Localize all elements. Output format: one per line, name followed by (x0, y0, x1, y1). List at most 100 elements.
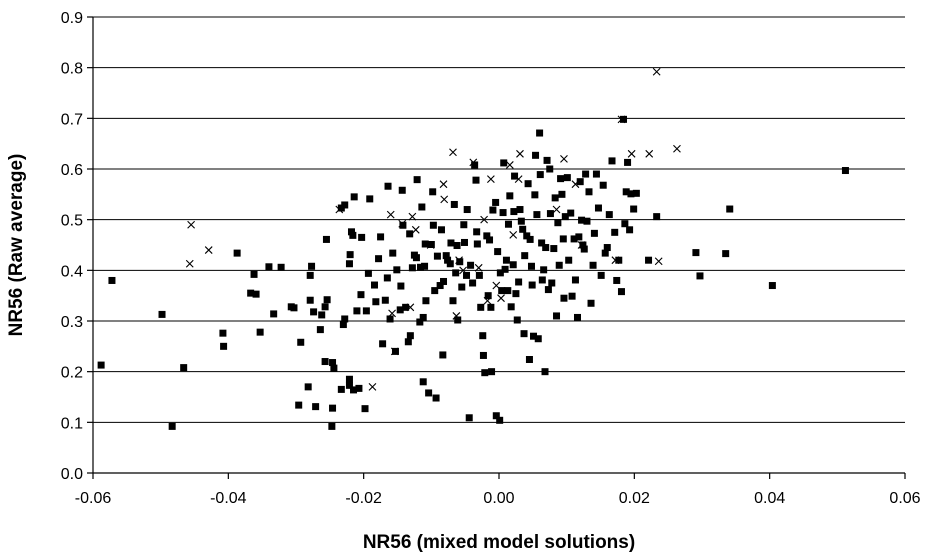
data-point-cross (486, 175, 495, 184)
data-point-square (446, 260, 454, 268)
x-tick-label: -0.06 (75, 490, 112, 507)
data-point-square (481, 369, 489, 377)
data-point-square (350, 193, 358, 201)
data-point-square (404, 338, 412, 346)
data-point-square (511, 172, 519, 180)
data-point-square (575, 233, 583, 241)
data-point-square (347, 228, 355, 236)
data-point-square (540, 266, 548, 274)
y-tick-label: 0.3 (61, 314, 83, 331)
data-point-square (504, 220, 512, 228)
y-axis-title: NR56 (Raw average) (6, 154, 27, 337)
data-point-square (597, 271, 605, 279)
data-point-square (265, 263, 273, 271)
data-point-square (97, 361, 105, 369)
data-point-square (349, 231, 357, 239)
data-point-square (622, 188, 630, 196)
data-point-square (626, 226, 634, 234)
x-tick-label: -0.02 (345, 490, 382, 507)
data-point-square (558, 190, 566, 198)
data-point-square (559, 235, 567, 243)
data-point-square (726, 205, 734, 213)
data-point-square (306, 296, 314, 304)
data-point-square (488, 368, 496, 376)
data-point-square (168, 422, 176, 430)
data-point-square (653, 213, 661, 221)
x-tick-label: -0.04 (210, 490, 247, 507)
data-point-square (452, 269, 460, 277)
data-point-square (554, 219, 562, 227)
data-point-square (541, 368, 549, 376)
data-point-square (386, 315, 394, 323)
data-point-square (444, 256, 452, 264)
data-point-square (477, 303, 485, 311)
data-point-square (579, 241, 587, 249)
data-point-square (357, 291, 365, 299)
data-point-square (406, 230, 414, 238)
data-point-square (627, 190, 635, 198)
data-point-square (487, 303, 495, 311)
data-point-square (484, 292, 492, 300)
data-point-cross (386, 210, 395, 219)
data-point-square (421, 262, 429, 270)
data-point-square (501, 265, 509, 273)
data-point-square (277, 263, 285, 271)
data-point-square (290, 304, 298, 312)
data-point-square (393, 266, 401, 274)
data-point-square (345, 375, 353, 383)
data-point-square (583, 217, 591, 225)
data-point-square (560, 294, 568, 302)
data-point-square (504, 287, 512, 295)
data-point-square (158, 310, 166, 318)
data-point-square (346, 251, 354, 259)
data-point-square (361, 405, 369, 413)
data-point-square (233, 249, 241, 257)
data-point-square (440, 277, 448, 285)
data-point-square (370, 281, 378, 289)
data-point-square (449, 297, 457, 305)
data-point-square (328, 422, 336, 430)
data-point-square (605, 211, 613, 219)
data-point-cross (449, 148, 457, 157)
data-point-cross (440, 195, 449, 204)
data-point-square (513, 316, 521, 324)
data-point-square (398, 186, 406, 194)
data-point-square (617, 288, 625, 296)
y-tick-label: 0.0 (61, 466, 83, 483)
data-point-square (220, 342, 228, 350)
data-point-square (578, 216, 586, 224)
x-tick-label: 0.04 (754, 490, 785, 507)
data-point-square (341, 201, 349, 209)
data-point-square (381, 296, 389, 304)
data-point-square (496, 416, 504, 424)
x-axis-title: NR56 (mixed model solutions) (363, 532, 635, 553)
data-point-square (406, 332, 414, 340)
data-point-square (432, 394, 440, 402)
plot-frame (92, 17, 905, 474)
data-point-square (372, 298, 380, 306)
data-point-square (589, 261, 597, 269)
data-point-square (353, 307, 361, 315)
data-point-square (316, 326, 324, 334)
data-point-square (450, 200, 458, 208)
data-point-square (520, 330, 528, 338)
data-point-square (456, 258, 464, 266)
data-points (97, 67, 849, 430)
data-point-square (492, 198, 500, 206)
data-point-cross (617, 115, 626, 124)
data-point-square (431, 287, 439, 295)
data-point-square (108, 276, 116, 284)
data-point-square (295, 401, 303, 409)
data-point-cross (652, 67, 661, 76)
data-point-square (585, 188, 593, 196)
data-point-square (510, 208, 518, 216)
data-point-square (252, 290, 260, 298)
y-tick-label: 0.1 (61, 415, 83, 432)
data-point-square (479, 332, 487, 340)
data-point-square (499, 209, 507, 217)
data-point-square (613, 276, 621, 284)
data-point-cross (611, 256, 620, 265)
data-point-cross (388, 309, 396, 318)
data-point-square (565, 256, 573, 264)
data-point-square (323, 296, 331, 304)
